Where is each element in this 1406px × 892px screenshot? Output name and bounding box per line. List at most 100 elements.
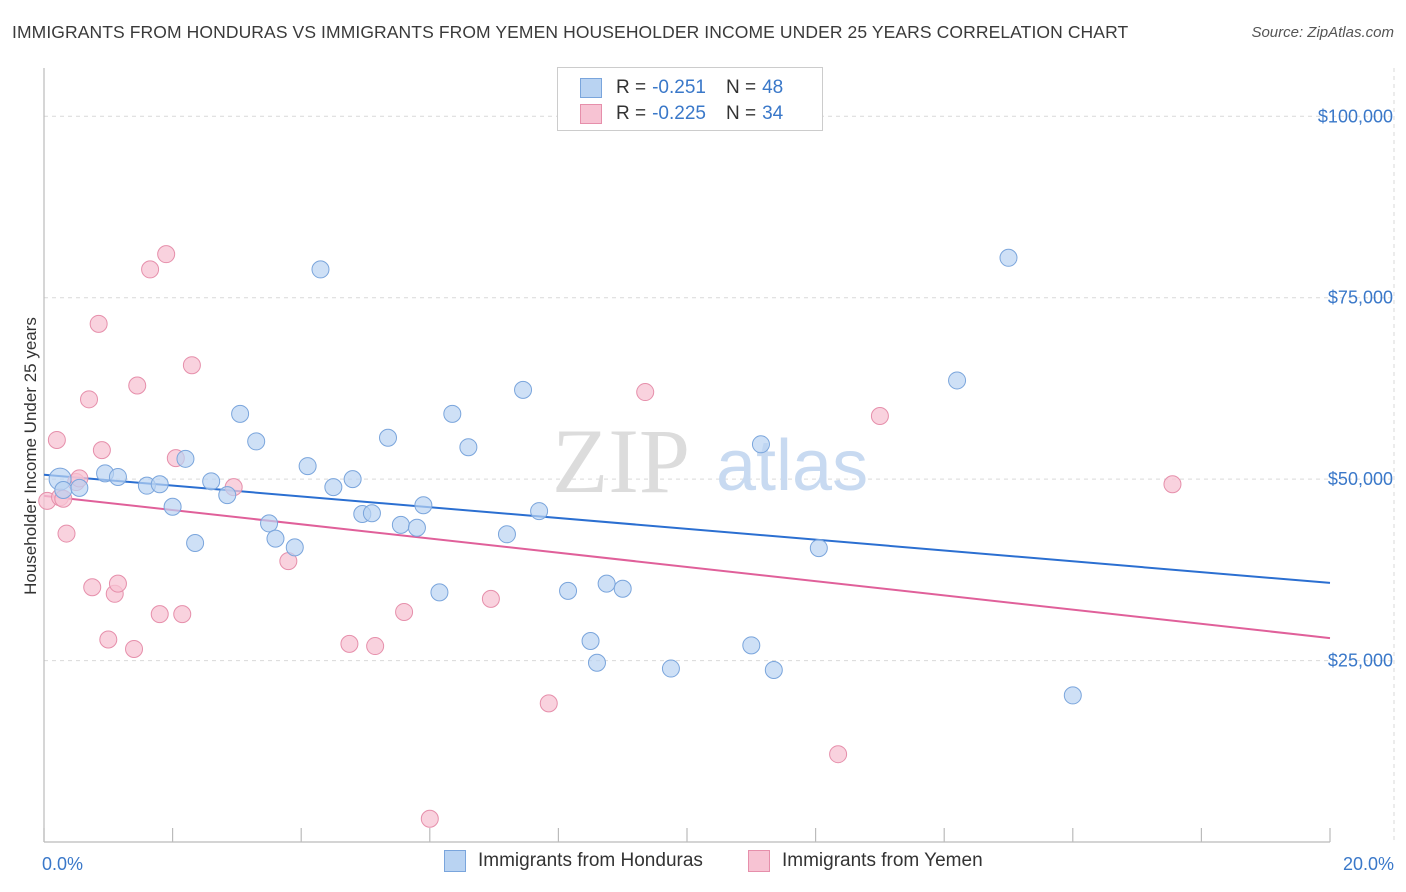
legend-r-label: R = [616,103,647,124]
honduras-point [150,475,169,494]
honduras-point [497,525,516,544]
honduras-point [999,248,1018,267]
honduras-point [324,478,343,497]
yemen-point [420,809,439,828]
yemen-point [829,745,848,764]
yemen-point [47,430,66,449]
honduras-point [581,631,600,650]
honduras-point [530,502,549,521]
honduras-point [742,636,761,655]
honduras-point [1063,686,1082,705]
yemen-point [125,639,144,658]
honduras-point [809,539,828,558]
honduras-point [108,467,127,486]
honduras-point [362,504,381,523]
honduras-point [414,496,433,515]
yemen-point [481,589,500,608]
legend-r-value: -0.225 [652,103,706,124]
honduras-point [764,661,783,680]
yemen-point [92,441,111,460]
bottom-legend-yemen: Immigrants from Yemen [748,850,983,872]
yemen-point [340,634,359,653]
yemen-point [150,605,169,624]
honduras-point [298,457,317,476]
yemen-point [99,630,118,649]
honduras-point [218,486,237,505]
honduras-point [514,380,533,399]
yemen-point [57,524,76,543]
honduras-point [379,428,398,447]
yemen-legend-label: Immigrants from Yemen [782,850,983,871]
legend-r-value: -0.251 [652,77,706,98]
honduras-point [54,481,73,500]
yemen-point [83,578,102,597]
yemen-points [38,245,1182,828]
honduras-point [443,404,462,423]
chart-title: IMMIGRANTS FROM HONDURAS VS IMMIGRANTS F… [12,22,1129,42]
honduras-point [231,404,250,423]
yemen-point [173,605,192,624]
legend-n-label: N = [725,77,757,98]
y-tick-label: $100,000 [1318,106,1393,126]
y-tick-label: $25,000 [1328,651,1393,671]
honduras-point [948,371,967,390]
legend-row-yemen: R = -0.225 N = 34 [580,102,783,126]
honduras-point [285,538,304,557]
y-axis-label: Householder Income Under 25 years [21,317,40,595]
y-tick-label: $50,000 [1328,469,1393,489]
honduras-point [597,574,616,593]
honduras-point [391,515,410,534]
honduras-point [311,260,330,279]
axes [43,68,1331,843]
yemen-point [89,314,108,333]
honduras-legend-label: Immigrants from Honduras [478,850,703,871]
honduras-point [260,514,279,533]
honduras-trend-line [43,473,1331,584]
yemen-point [157,245,176,264]
honduras-point [163,497,182,516]
yemen-swatch [580,104,602,124]
trend-lines [43,473,1331,640]
honduras-point [266,529,285,548]
yemen-point [108,574,127,593]
honduras-point [430,583,449,602]
yemen-point [395,602,414,621]
honduras-swatch [580,78,602,98]
watermark-zip: ZIP [552,410,690,512]
watermark-atlas: atlas [716,426,868,506]
yemen-point [128,376,147,395]
honduras-point [247,432,266,451]
yemen-trend-line [43,494,1331,640]
yemen-point [141,260,160,279]
legend-n-value: 34 [762,103,784,124]
yemen-point [539,694,558,713]
honduras-point [559,581,578,600]
watermark: ZIP atlas [552,410,868,512]
legend-row-honduras: R = -0.251 N = 48 [580,76,783,100]
yemen-point [870,407,889,426]
honduras-point [176,449,195,468]
x-tick-label: 20.0% [1343,854,1394,874]
yemen-point [636,383,655,402]
source-label: Source: ZipAtlas.com [1251,24,1394,41]
honduras-legend-swatch [444,850,466,872]
honduras-point [587,653,606,672]
legend-n-label: N = [725,103,757,124]
y-tick-label: $75,000 [1328,288,1393,308]
honduras-points [48,248,1082,705]
honduras-point [751,435,770,454]
bottom-legend-honduras: Immigrants from Honduras [444,850,703,872]
honduras-point [343,470,362,489]
honduras-point [407,518,426,537]
honduras-point [459,438,478,457]
honduras-point [70,478,89,497]
yemen-legend-swatch [748,850,770,872]
yemen-point [366,637,385,656]
tick-labels: $25,000 $50,000 $75,000 $100,000 0.0% 20.0% [42,106,1394,874]
honduras-point [202,472,221,491]
honduras-point [613,579,632,598]
yemen-point [80,390,99,409]
legend-n-value: 48 [762,77,784,98]
x-tick-label: 0.0% [42,854,83,874]
